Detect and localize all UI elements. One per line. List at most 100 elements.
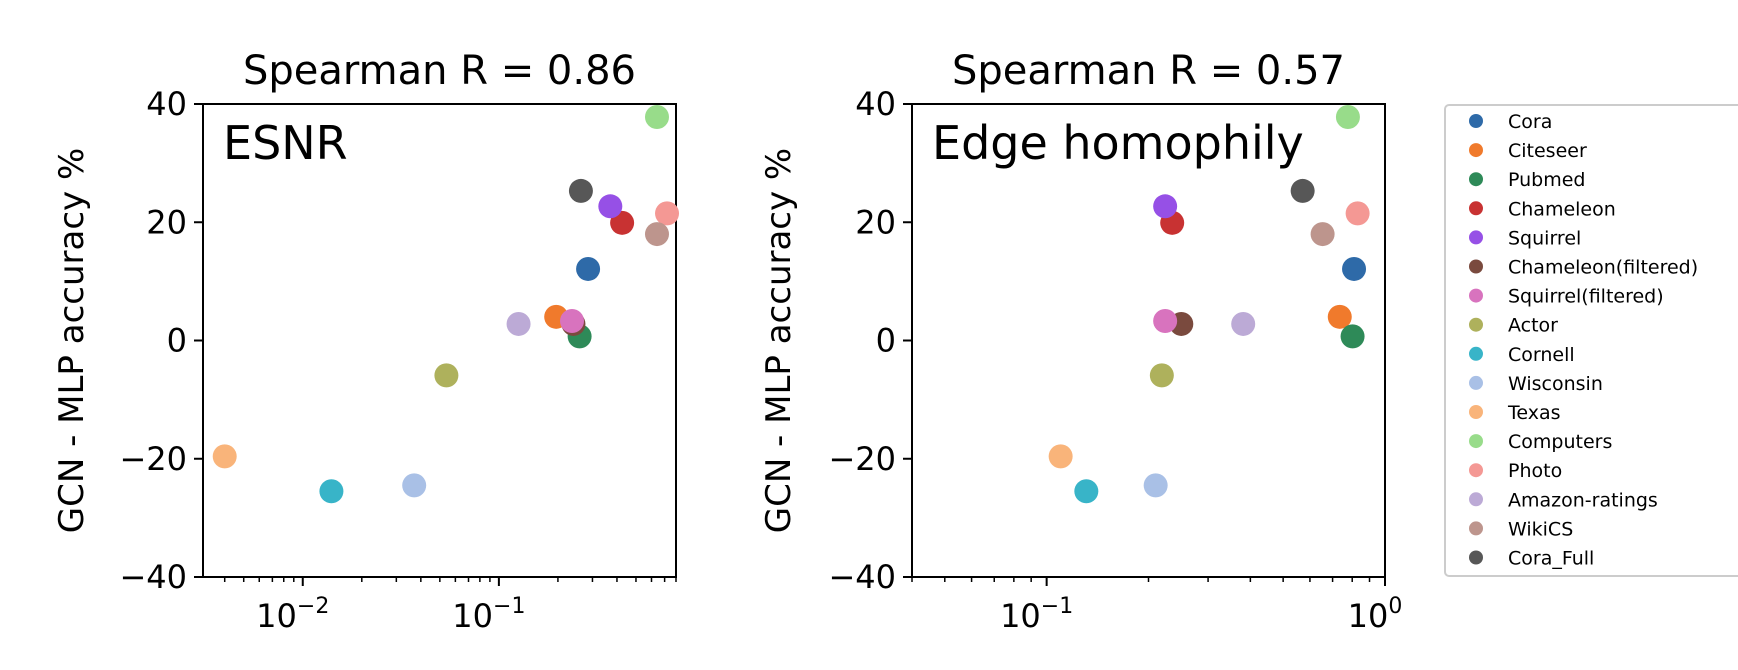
legend-marker: [1469, 230, 1483, 245]
legend-label: Squirrel: [1508, 227, 1581, 249]
plot-title: Spearman R = 0.57: [952, 48, 1345, 94]
point-amazon-ratings: Amazon-ratings: [506, 311, 531, 336]
legend-label: Photo: [1508, 460, 1562, 482]
legend-label: Cora_Full: [1508, 548, 1594, 570]
legend-marker: [1469, 346, 1483, 361]
point-citeseer: Citeseer: [1327, 304, 1352, 329]
legend-marker: [1469, 114, 1483, 128]
legend-marker: [1469, 143, 1483, 158]
point-actor: Actor: [434, 363, 459, 388]
y-tick-label: 0: [167, 322, 187, 360]
plot-frame: [911, 103, 1386, 578]
x-tick-label: 10−1: [1000, 594, 1073, 635]
y-axis-label: GCN - MLP accuracy %: [759, 148, 799, 534]
legend-label: WikiCS: [1508, 518, 1573, 540]
point-texas: Texas: [212, 444, 237, 469]
y-tick-label: −20: [828, 440, 896, 478]
legend-entry: Squirrel(filtered): [1469, 286, 1664, 308]
point-squirrel-filtered: Squirrel(filtered): [1153, 308, 1178, 333]
legend-marker: [1469, 550, 1483, 565]
point-cornell: Cornell: [1074, 479, 1099, 504]
legend-entry: Actor: [1469, 315, 1558, 337]
legend-marker: [1469, 405, 1483, 419]
legend-marker: [1469, 172, 1483, 187]
point-wisconsin: Wisconsin: [402, 473, 427, 498]
point-cornell: Cornell: [319, 479, 344, 504]
legend-label: Chameleon(filtered): [1508, 257, 1698, 279]
legend-entry: Wisconsin: [1469, 373, 1603, 395]
point-computers: Computers: [644, 105, 669, 130]
metric-label: Edge homophily: [932, 116, 1304, 170]
y-tick-label: −40: [828, 558, 896, 596]
point-photo: Photo: [1345, 201, 1370, 226]
legend-label: Wisconsin: [1508, 373, 1603, 395]
point-computers: Computers: [1335, 105, 1360, 130]
legend-marker: [1469, 288, 1483, 303]
y-tick-label: −20: [119, 440, 187, 478]
legend-marker: [1469, 317, 1483, 332]
legend-label: Texas: [1507, 402, 1561, 424]
legend-label: Citeseer: [1508, 140, 1587, 162]
legend-label: Computers: [1508, 431, 1612, 453]
y-tick-label: 20: [146, 203, 187, 241]
legend-marker: [1469, 375, 1483, 390]
point-cora: Cora: [1342, 256, 1367, 281]
y-tick-label: 0: [876, 322, 896, 360]
point-texas: Texas: [1048, 444, 1073, 469]
legend-entry: Photo: [1469, 460, 1562, 482]
plot-frame: [202, 103, 677, 578]
legend-entry: Chameleon(filtered): [1469, 257, 1698, 279]
point-cora-full: Cora_Full: [1290, 178, 1315, 203]
legend-entry: Squirrel: [1469, 227, 1581, 249]
legend-label: Actor: [1508, 315, 1558, 337]
legend-label: Amazon-ratings: [1508, 489, 1658, 511]
legend-entry: Chameleon: [1469, 198, 1616, 220]
legend-marker: [1469, 259, 1483, 274]
legend-label: Squirrel(filtered): [1508, 286, 1664, 308]
point-cora-full: Cora_Full: [568, 178, 593, 203]
legend-entry: Cora_Full: [1469, 548, 1594, 570]
edge-homophily-subplot: Spearman R = 0.57 GCN - MLP accuracy % 40 2…: [759, 48, 1402, 635]
legend-label: Chameleon: [1508, 198, 1616, 220]
legend-label: Cornell: [1508, 344, 1575, 366]
point-wikics: WikiCS: [1310, 222, 1335, 247]
legend: Cora Citeseer Pubmed Chameleon Squirrel Chame…: [1444, 104, 1738, 577]
legend-entry: Cora: [1469, 111, 1552, 133]
point-squirrel: Squirrel: [598, 194, 623, 219]
metric-label: ESNR: [223, 116, 348, 170]
legend-entry: Pubmed: [1469, 169, 1585, 191]
plot-title: Spearman R = 0.86: [243, 48, 636, 94]
legend-box: [1444, 104, 1738, 577]
y-tick-label: 40: [855, 85, 896, 123]
point-chameleon: Chameleon: [610, 210, 635, 235]
legend-entry: Citeseer: [1469, 140, 1587, 162]
x-tick-label: 10−1: [452, 594, 525, 635]
point-wikics: WikiCS: [644, 222, 669, 247]
legend-entry: WikiCS: [1469, 518, 1573, 540]
legend-label: Pubmed: [1508, 169, 1585, 191]
point-wisconsin: Wisconsin: [1143, 473, 1168, 498]
y-tick-label: 40: [146, 85, 187, 123]
point-squirrel-filtered: Squirrel(filtered): [560, 308, 585, 333]
legend-entry: Cornell: [1469, 344, 1575, 366]
point-cora: Cora: [576, 256, 601, 281]
legend-marker: [1469, 492, 1483, 507]
esnr-subplot: Spearman R = 0.86 GCN - MLP accuracy % 40 2…: [52, 48, 680, 635]
legend-marker: [1469, 521, 1483, 536]
y-tick-label: −40: [119, 558, 187, 596]
legend-marker: [1469, 463, 1483, 478]
legend-marker: [1469, 201, 1483, 216]
legend-marker: [1469, 434, 1483, 449]
point-amazon-ratings: Amazon-ratings: [1231, 311, 1256, 336]
legend-entry: Computers: [1469, 431, 1612, 453]
point-photo: Photo: [655, 201, 680, 226]
x-tick-label: 10−2: [256, 594, 329, 635]
point-actor: Actor: [1149, 363, 1174, 388]
y-tick-label: 20: [855, 203, 896, 241]
y-axis-label: GCN - MLP accuracy %: [52, 148, 92, 534]
point-squirrel: Squirrel: [1153, 194, 1178, 219]
legend-label: Cora: [1508, 111, 1552, 133]
legend-entry: Amazon-ratings: [1469, 489, 1658, 511]
point-pubmed: Pubmed: [1340, 324, 1365, 349]
